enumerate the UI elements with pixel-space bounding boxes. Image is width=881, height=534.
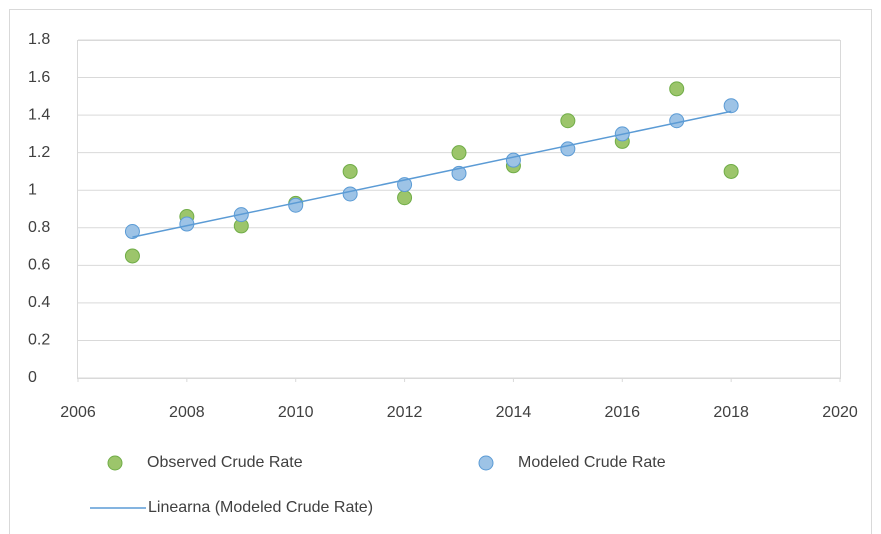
data-point [560,113,576,129]
x-tick-label: 2016 [604,404,640,421]
y-tick-label: 0.8 [28,219,50,236]
data-point [124,248,140,264]
trend-line [132,110,732,238]
legend-label: Observed Crude Rate [147,454,303,471]
plot-border [77,40,841,379]
x-tick-label: 2018 [713,404,749,421]
x-tick-label: 2010 [278,404,314,421]
y-tick-label: 1 [28,181,37,198]
data-point [124,224,140,240]
data-point [451,145,467,161]
data-point [669,113,685,129]
data-point [505,152,521,168]
data-point [723,98,739,114]
y-tick-label: 1.6 [28,69,50,86]
y-tick-label: 1.8 [28,31,50,48]
x-tick-label: 2008 [169,404,205,421]
x-tick-label: 2020 [822,404,858,421]
data-point [288,197,304,213]
x-tick-label: 2014 [496,404,532,421]
data-point [669,81,685,97]
y-tick-label: 0.4 [28,294,50,311]
legend-marker [107,455,123,471]
y-tick-label: 0.2 [28,332,50,349]
x-tick-label: 2006 [60,404,96,421]
legend-label: Linearna (Modeled Crude Rate) [148,499,373,516]
x-tick-label: 2012 [387,404,423,421]
y-tick-label: 1.4 [28,106,50,123]
data-point [723,163,739,179]
legend-marker [478,455,494,471]
data-point [342,186,358,202]
chart-border [9,9,872,534]
data-point [397,190,413,206]
y-tick-label: 1.2 [28,144,50,161]
y-tick-label: 0.6 [28,257,50,274]
data-point [342,163,358,179]
y-tick-label: 0 [28,369,37,386]
legend-label: Modeled Crude Rate [518,454,666,471]
